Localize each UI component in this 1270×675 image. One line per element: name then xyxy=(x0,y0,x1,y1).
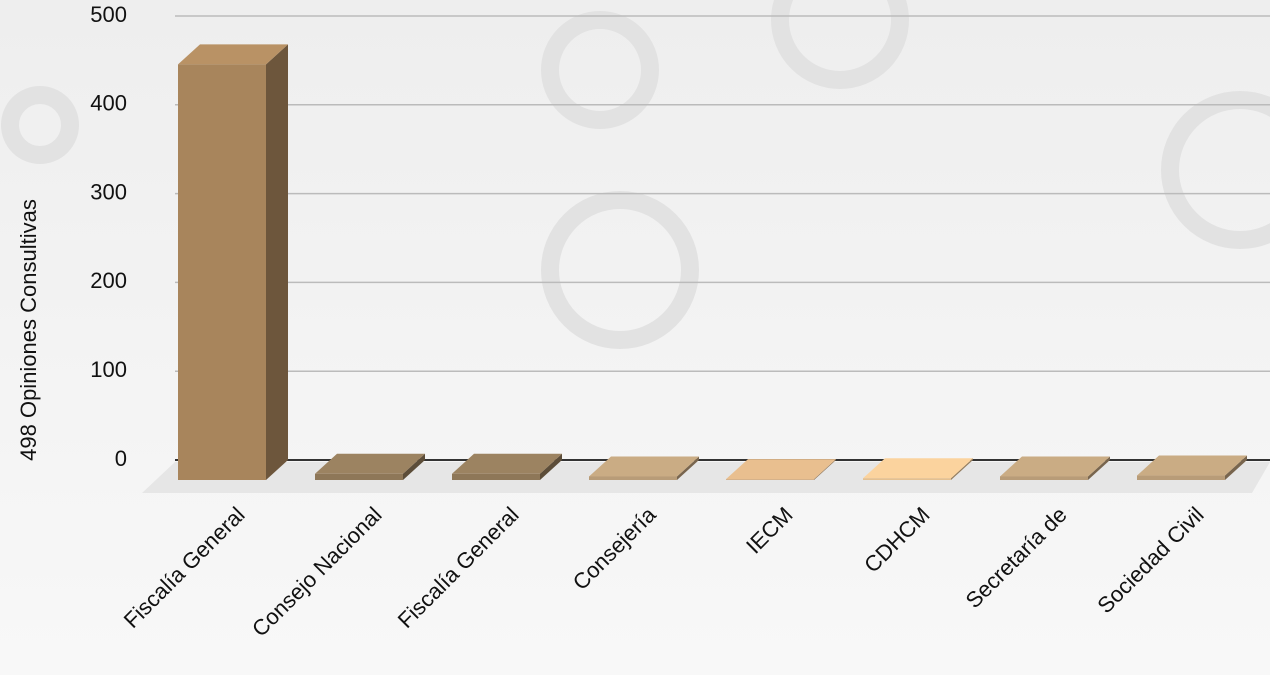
bar-side xyxy=(266,44,288,480)
bar xyxy=(863,478,951,480)
bar-side xyxy=(403,453,425,480)
bar xyxy=(315,473,403,480)
bar-top xyxy=(726,459,836,480)
y-tick-label: 0 xyxy=(115,446,127,471)
y-tick-label: 400 xyxy=(90,91,127,116)
bar-top xyxy=(315,453,425,474)
bar xyxy=(726,479,814,480)
y-axis-title: 498 Opiniones Consultivas xyxy=(16,199,41,461)
bar-top xyxy=(1137,455,1247,476)
y-tick-label: 100 xyxy=(90,357,127,382)
bar xyxy=(1137,475,1225,480)
bar-side xyxy=(540,453,562,480)
bar-top xyxy=(589,456,699,477)
bar-side xyxy=(677,456,699,480)
bar-top xyxy=(1000,456,1110,477)
y-tick-label: 500 xyxy=(90,2,127,27)
bar xyxy=(1000,476,1088,480)
bar-side xyxy=(951,458,973,480)
bar-top xyxy=(178,44,288,65)
bar xyxy=(452,473,540,480)
bar-side xyxy=(1088,456,1110,480)
bar-top xyxy=(452,453,562,474)
y-tick-label: 300 xyxy=(90,179,127,204)
bar-side xyxy=(814,459,836,480)
bar-side xyxy=(1225,455,1247,480)
bar-top xyxy=(863,458,973,479)
bar xyxy=(589,476,677,480)
bar xyxy=(178,64,266,480)
floor xyxy=(142,462,1270,493)
background-pattern xyxy=(1,0,1270,349)
y-tick-label: 200 xyxy=(90,268,127,293)
